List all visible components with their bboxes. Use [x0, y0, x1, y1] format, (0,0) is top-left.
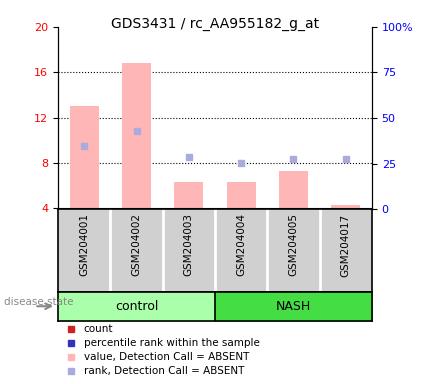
Text: NASH: NASH — [276, 300, 311, 313]
Text: rank, Detection Call = ABSENT: rank, Detection Call = ABSENT — [84, 366, 244, 376]
Bar — [70, 106, 98, 209]
Text: GSM204002: GSM204002 — [132, 214, 141, 276]
Bar — [175, 182, 203, 209]
Text: percentile rank within the sample: percentile rank within the sample — [84, 338, 260, 348]
Text: GDS3431 / rc_AA955182_g_at: GDS3431 / rc_AA955182_g_at — [111, 17, 319, 31]
Text: GSM204003: GSM204003 — [184, 214, 194, 276]
Text: disease state: disease state — [4, 296, 74, 307]
Bar — [279, 171, 308, 209]
Bar — [332, 205, 360, 209]
Text: count: count — [84, 324, 114, 334]
Text: GSM204005: GSM204005 — [289, 214, 298, 276]
Text: GSM204001: GSM204001 — [79, 214, 89, 276]
Text: GSM204004: GSM204004 — [236, 214, 246, 276]
Text: control: control — [115, 300, 158, 313]
Text: value, Detection Call = ABSENT: value, Detection Call = ABSENT — [84, 352, 249, 362]
Bar — [227, 182, 255, 209]
Bar — [122, 63, 151, 209]
Text: GSM204017: GSM204017 — [341, 214, 351, 276]
